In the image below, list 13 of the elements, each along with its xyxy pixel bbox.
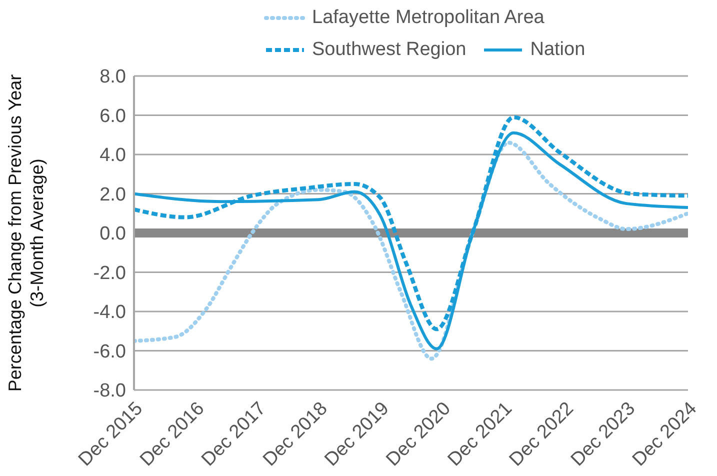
y-tick-label: 6.0 xyxy=(100,106,126,127)
y-axis-title: Percentage Change from Previous Year (3-Month Average) xyxy=(5,74,47,392)
legend-label: Southwest Region xyxy=(312,39,466,61)
y-tick-label: 2.0 xyxy=(100,184,126,206)
y-tick-label: 4.0 xyxy=(100,145,126,166)
y-tick-label: 8.0 xyxy=(100,66,126,88)
y-tick-label: 0.0 xyxy=(100,224,126,245)
y-tick-label: -8.0 xyxy=(93,380,126,402)
y-tick-label: -2.0 xyxy=(93,262,126,284)
y-tick-label: -6.0 xyxy=(93,341,126,362)
legend-label: Nation xyxy=(530,39,586,61)
legend-label: Lafayette Metropolitan Area xyxy=(312,7,544,29)
y-tick-label: -4.0 xyxy=(93,302,126,324)
